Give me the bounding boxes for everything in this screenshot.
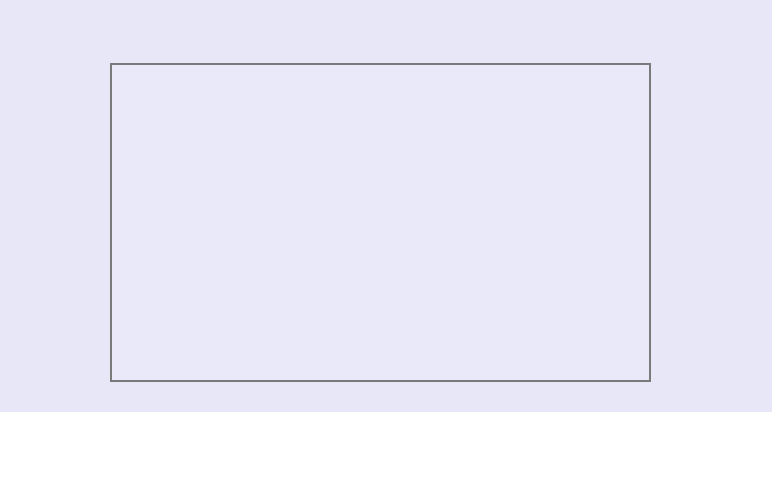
plot-area (110, 63, 651, 382)
chart-region (0, 0, 772, 412)
stats-table (0, 412, 772, 490)
chart-canvas (112, 65, 649, 380)
